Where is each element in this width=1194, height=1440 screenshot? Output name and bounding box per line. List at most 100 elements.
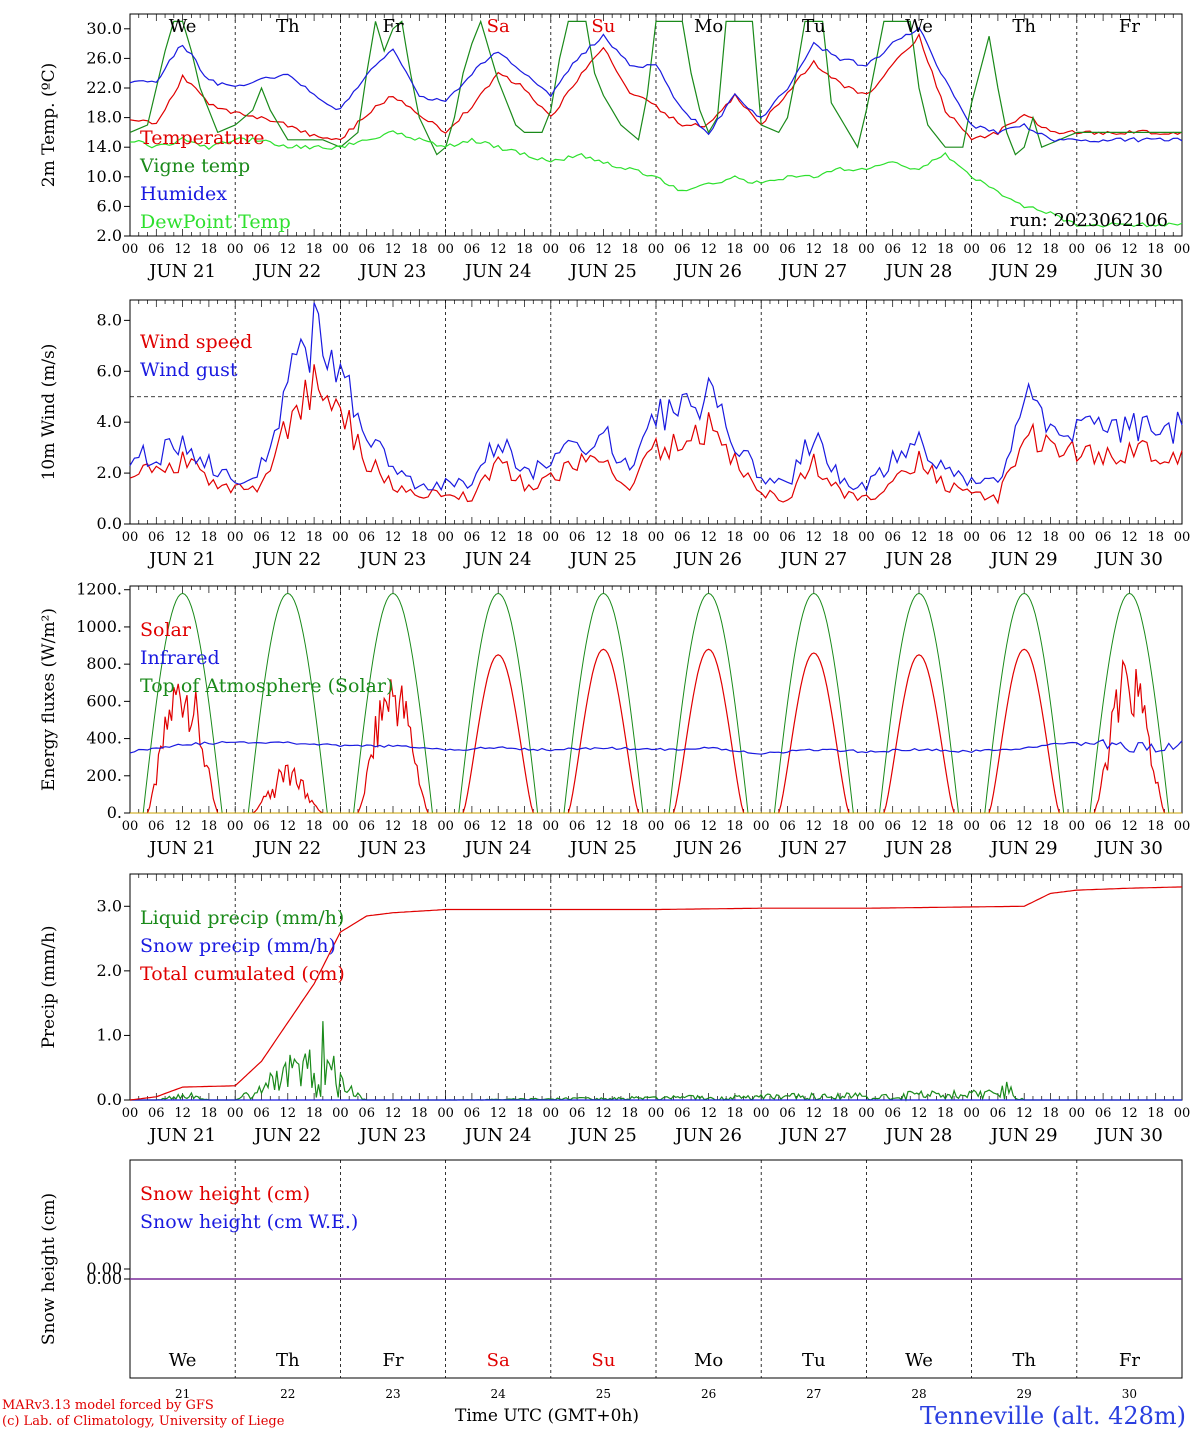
toa-solar-line [142, 592, 223, 814]
hour-tick-label: 18 [832, 530, 849, 545]
hour-tick-label: 00 [753, 530, 770, 545]
hour-tick-label: 00 [543, 1106, 560, 1121]
hour-tick-label: 18 [411, 530, 428, 545]
solar-line [462, 654, 534, 814]
weekday-label: Fr [1119, 16, 1140, 37]
hour-tick-label: 06 [148, 242, 165, 257]
weekday-label: Th [1012, 1350, 1036, 1371]
hour-tick-label: 12 [1016, 242, 1033, 257]
hour-tick-label: 00 [437, 530, 454, 545]
weekday-label: Mo [694, 16, 723, 37]
hour-tick-label: 18 [1042, 1106, 1059, 1121]
hour-tick-label: 00 [227, 530, 244, 545]
hour-tick-label: 12 [911, 1106, 928, 1121]
hour-tick-label: 18 [1147, 819, 1164, 834]
day-label: JUN 23 [358, 261, 427, 282]
hour-tick-label: 18 [1042, 530, 1059, 545]
hour-tick-label: 00 [753, 819, 770, 834]
toa-solar-line [879, 592, 959, 814]
hour-tick-label: 00 [1069, 1106, 1086, 1121]
legend-entry: Infrared [140, 647, 220, 669]
hour-tick-label: 12 [1121, 819, 1138, 834]
y-axis-label: Precip (mm/h) [39, 925, 59, 1048]
day-label: JUN 21 [147, 1125, 216, 1146]
weekday-label: Th [276, 1350, 300, 1371]
hour-tick-label: 18 [306, 1106, 323, 1121]
hour-tick-label: 18 [937, 530, 954, 545]
weekday-label: Tu [802, 1350, 826, 1371]
hour-tick-label: 00 [227, 242, 244, 257]
weekday-label: Fr [382, 1350, 403, 1371]
y-tick-label: 30.0 [86, 19, 122, 38]
hour-tick-label: 18 [937, 819, 954, 834]
hour-tick-label: 06 [990, 242, 1007, 257]
hour-tick-label: 18 [516, 242, 533, 257]
legend-entry: Wind gust [140, 359, 238, 381]
hour-tick-label: 00 [1174, 819, 1191, 834]
hour-tick-label: 12 [280, 819, 297, 834]
hour-tick-label: 18 [727, 819, 744, 834]
hour-tick-label: 18 [516, 1106, 533, 1121]
y-axis-label: 10m Wind (m/s) [39, 344, 59, 481]
hour-tick-label: 12 [595, 1106, 612, 1121]
day-label: JUN 25 [568, 549, 637, 570]
hour-tick-label: 00 [858, 530, 875, 545]
weekday-label: We [905, 16, 933, 37]
hour-tick-label: 18 [621, 242, 638, 257]
y-tick-label: 400. [86, 729, 122, 748]
hour-tick-label: 18 [1147, 530, 1164, 545]
weekday-label: Th [276, 16, 300, 37]
station-name: Tenneville (alt. 428m) [919, 1402, 1186, 1430]
legend-entry: DewPoint Temp [140, 211, 291, 233]
day-label: JUN 29 [989, 549, 1058, 570]
hour-tick-label: 06 [884, 242, 901, 257]
hour-tick-label: 00 [963, 1106, 980, 1121]
hour-tick-label: 06 [464, 530, 481, 545]
hour-tick-label: 00 [332, 1106, 349, 1121]
hour-tick-label: 00 [122, 819, 139, 834]
hour-tick-label: 00 [858, 819, 875, 834]
day-label: JUN 29 [989, 261, 1058, 282]
y-tick-label: 6.0 [97, 361, 122, 380]
day-label: JUN 28 [884, 549, 953, 570]
hour-tick-label: 00 [332, 530, 349, 545]
day-label: JUN 22 [252, 838, 321, 859]
hour-tick-label: 12 [595, 819, 612, 834]
y-tick-label: 800. [86, 654, 122, 673]
hour-tick-label: 06 [358, 1106, 375, 1121]
hour-tick-label: 00 [437, 242, 454, 257]
panel-energy [124, 585, 1183, 814]
hour-tick-label: 12 [280, 1106, 297, 1121]
y-axis-label: Snow height (cm) [39, 1193, 59, 1345]
hour-tick-label: 18 [516, 819, 533, 834]
hour-tick-label: 12 [806, 530, 823, 545]
hour-tick-label: 00 [648, 530, 665, 545]
day-number-label: 27 [806, 1387, 821, 1400]
y-tick-label: 1000. [76, 617, 122, 636]
hour-tick-label: 18 [201, 530, 218, 545]
weekday-label: Tu [802, 16, 826, 37]
hour-tick-label: 00 [543, 819, 560, 834]
hour-tick-label: 06 [779, 242, 796, 257]
day-label: JUN 24 [463, 838, 532, 859]
day-label: JUN 26 [673, 1125, 742, 1146]
legend-entry: Wind speed [140, 331, 252, 353]
hour-tick-label: 00 [963, 530, 980, 545]
y-tick-label: 0.0 [97, 514, 122, 533]
day-label: JUN 30 [1094, 261, 1163, 282]
hour-tick-label: 06 [253, 1106, 270, 1121]
legend-entry: Liquid precip (mm/h) [140, 907, 344, 929]
hour-tick-label: 00 [648, 242, 665, 257]
series-line-liquid-precip-mm-h- [130, 1021, 1182, 1102]
solar-line [357, 679, 429, 814]
panel-temperature [124, 13, 1183, 237]
hour-tick-label: 18 [201, 819, 218, 834]
hour-tick-label: 18 [937, 242, 954, 257]
day-label: JUN 30 [1094, 549, 1163, 570]
solar-line [988, 648, 1060, 814]
hour-tick-label: 18 [411, 819, 428, 834]
hour-tick-label: 12 [700, 530, 717, 545]
hour-tick-label: 06 [569, 819, 586, 834]
infrared-line [129, 739, 1183, 755]
y-tick-label: 200. [86, 766, 122, 785]
